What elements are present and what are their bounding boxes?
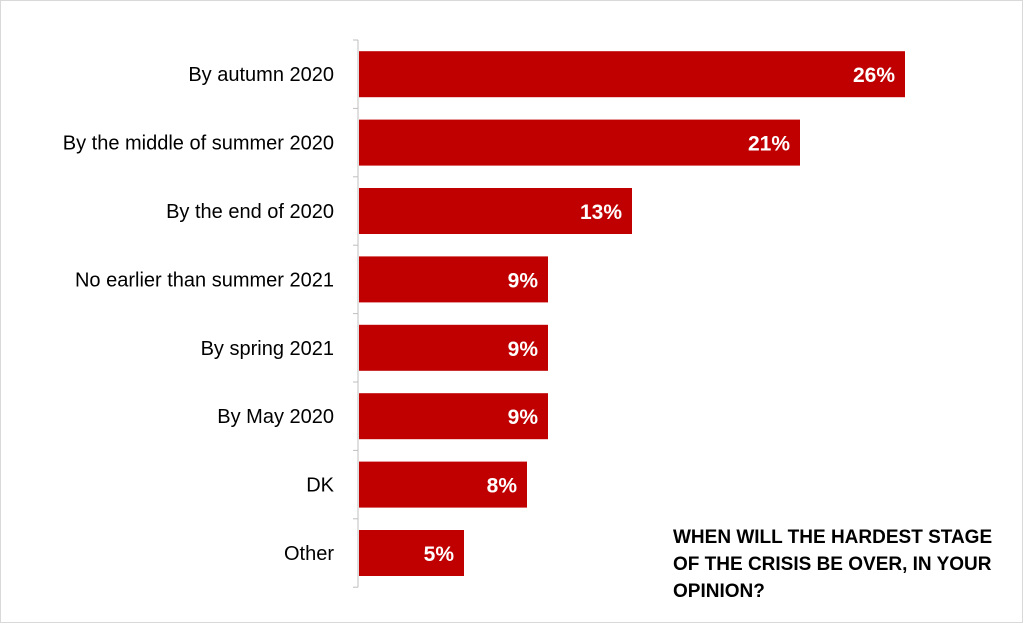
bars-group [359,51,905,576]
data-label: 8% [487,475,518,498]
data-label: 26% [853,64,895,87]
data-label: 5% [424,543,455,566]
category-label: By spring 2021 [201,338,334,360]
data-label: 9% [508,406,539,429]
category-label: By May 2020 [217,406,334,428]
bar-6 [359,461,527,508]
category-label: By autumn 2020 [188,64,334,86]
bar-0 [359,51,905,98]
chart-title: WHEN WILL THE HARDEST STAGE OF THE CRISI… [673,527,993,602]
data-label: 9% [508,269,539,292]
category-label: Other [284,543,334,565]
bar-7 [359,530,464,576]
data-label: 21% [748,133,790,156]
category-label: DK [306,475,334,497]
category-labels-group: By autumn 2020 By the middle of summer 20… [63,64,335,565]
bar-4 [359,324,548,371]
category-label: By the end of 2020 [166,201,334,223]
category-label: No earlier than summer 2021 [75,269,334,291]
bar-2 [359,188,632,234]
bar-1 [359,119,800,166]
y-axis-group [353,39,359,588]
category-label: By the middle of summer 2020 [63,133,334,155]
data-label: 13% [580,201,622,224]
value-labels-group: 26% 21% 13% 9% 9% 9% 8% 5% [424,64,896,566]
bar-3 [359,256,548,303]
data-label: 9% [508,338,539,361]
bar-5 [359,393,548,440]
